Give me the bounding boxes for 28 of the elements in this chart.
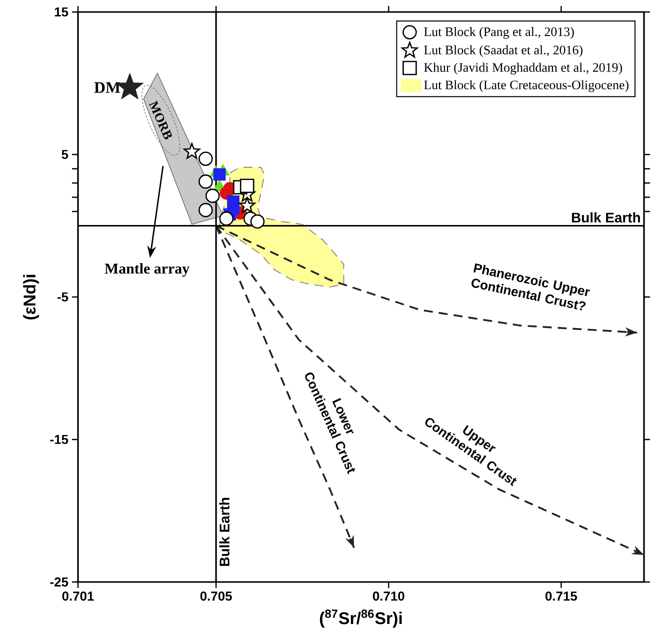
legend-label: Lut Block (Pang et al., 2013) [424, 27, 574, 39]
point [250, 214, 265, 229]
x-tick-label: 0.715 [545, 592, 578, 601]
y-tick-label: 5 [62, 150, 68, 160]
point [219, 211, 234, 226]
x-tick-label: 0.710 [372, 592, 404, 601]
y-tick-label: -5 [57, 292, 68, 302]
annotation: Mantle array [104, 263, 190, 277]
point [198, 202, 213, 218]
legend-label: Lut Block (Late Cretaceous-Oligocene) [424, 80, 628, 92]
legend-label: Khur (Javidi Moghaddam et al., 2019) [424, 62, 622, 75]
point [198, 174, 213, 189]
x-tick-label: 0.701 [62, 592, 94, 601]
point [238, 197, 256, 213]
point [184, 142, 200, 159]
y-tick-label: 15 [54, 7, 68, 17]
y-tick-label: -15 [50, 434, 68, 444]
point [205, 188, 220, 203]
y-axis-title: (εNd)i [23, 274, 39, 320]
y-tick-label: -25 [50, 577, 68, 587]
point [213, 168, 226, 181]
point [240, 178, 254, 193]
ref-line-label: Bulk Earth [572, 212, 640, 223]
ref-line-label: Bulk Earth [219, 498, 230, 566]
x-tick-label: 0.705 [200, 592, 232, 601]
annotation: DM [94, 82, 120, 93]
x-axis-title: ($^{87}$Sr/$^{86}$Sr)i [320, 610, 402, 628]
legend-label: Lut Block (Saadat et al., 2016) [424, 45, 582, 58]
